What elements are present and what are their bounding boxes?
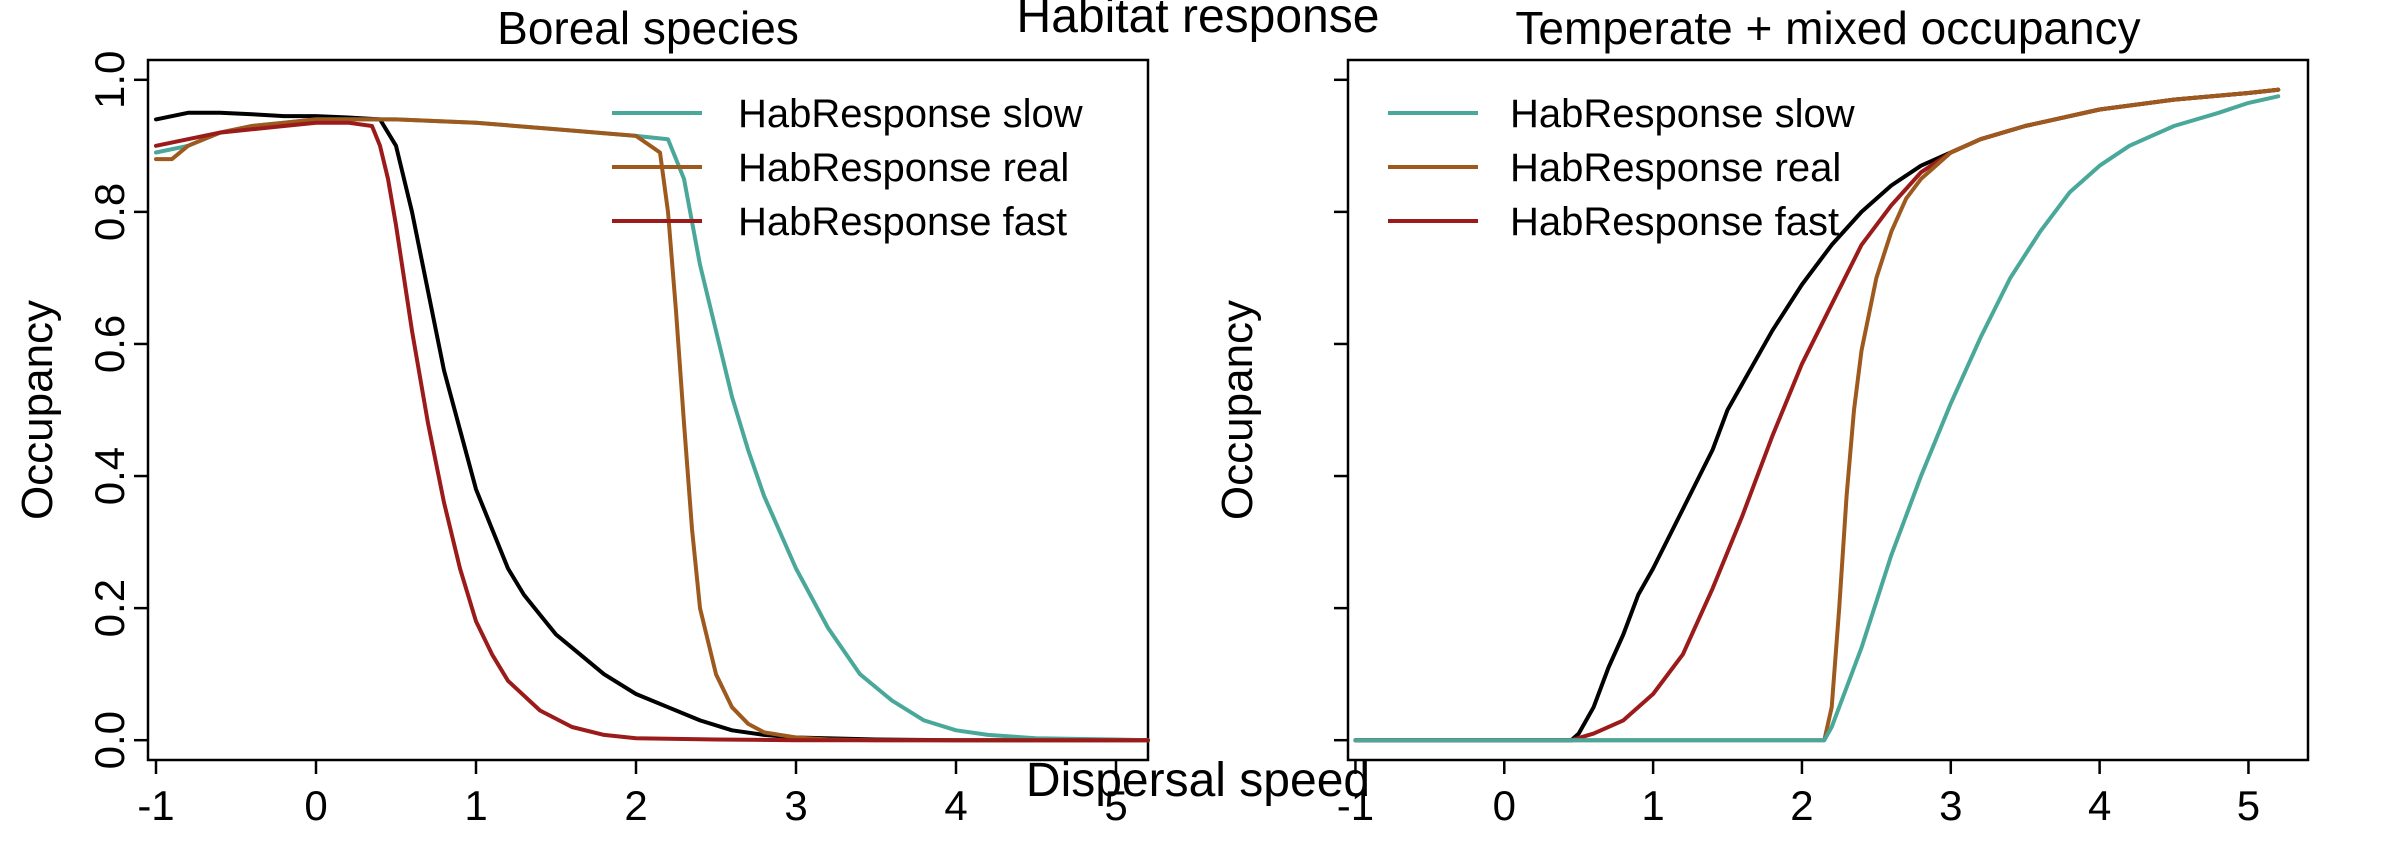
legend-label: HabResponse real (738, 146, 1069, 190)
x-tick-label: 4 (944, 782, 967, 829)
legend-label: HabResponse fast (738, 200, 1067, 244)
panel-boreal: Boreal species -1 0 1 2 3 4 5 0.0 0.2 0.4 0.6 0.8 1.0… (13, 2, 1150, 829)
x-tick-label: 3 (784, 782, 807, 829)
y-tick-label: 0.8 (86, 183, 133, 241)
x-tick-label: 1 (1641, 782, 1664, 829)
x-tick-label: 2 (624, 782, 647, 829)
y-axis-label: Occupancy (1213, 300, 1262, 520)
x-tick-label: 5 (1104, 782, 1127, 829)
x-tick-label: 2 (1790, 782, 1813, 829)
x-tick-label: 3 (1939, 782, 1962, 829)
panel-temperate-mixed: Temperate + mixed occupancy -1 0 1 2 3 4 5 Occup… (1213, 2, 2310, 829)
y-tick-label: 0.0 (86, 711, 133, 769)
plot-frame (1346, 58, 2310, 762)
x-tick-label: 1 (464, 782, 487, 829)
legend-label: HabResponse slow (1510, 92, 1855, 136)
x-tick-label: 0 (1493, 782, 1516, 829)
x-tick-label: -1 (137, 782, 174, 829)
legend-label: HabResponse slow (738, 92, 1083, 136)
legend-label: HabResponse real (1510, 146, 1841, 190)
legend-label: HabResponse fast (1510, 200, 1839, 244)
figure-x-axis-label: Dispersal speed (1026, 754, 1370, 807)
series-line-3 (154, 120, 1150, 743)
y-tick-label: 0.2 (86, 579, 133, 637)
y-tick-label: 0.4 (86, 447, 133, 505)
plot-frame (146, 58, 1150, 762)
x-tick-label: 4 (2088, 782, 2111, 829)
x-tick-label: 0 (304, 782, 327, 829)
x-tick-label: -1 (1337, 782, 1374, 829)
y-tick-label: 1.0 (86, 51, 133, 109)
panel-title: Temperate + mixed occupancy (1515, 2, 2140, 54)
series-line-3 (1353, 94, 2281, 743)
figure-title: Habitat response (1017, 0, 1380, 43)
y-tick-label: 0.6 (86, 315, 133, 373)
x-tick-label: 5 (2237, 782, 2260, 829)
panel-title: Boreal species (497, 2, 799, 54)
y-axis-label: Occupancy (13, 300, 62, 520)
